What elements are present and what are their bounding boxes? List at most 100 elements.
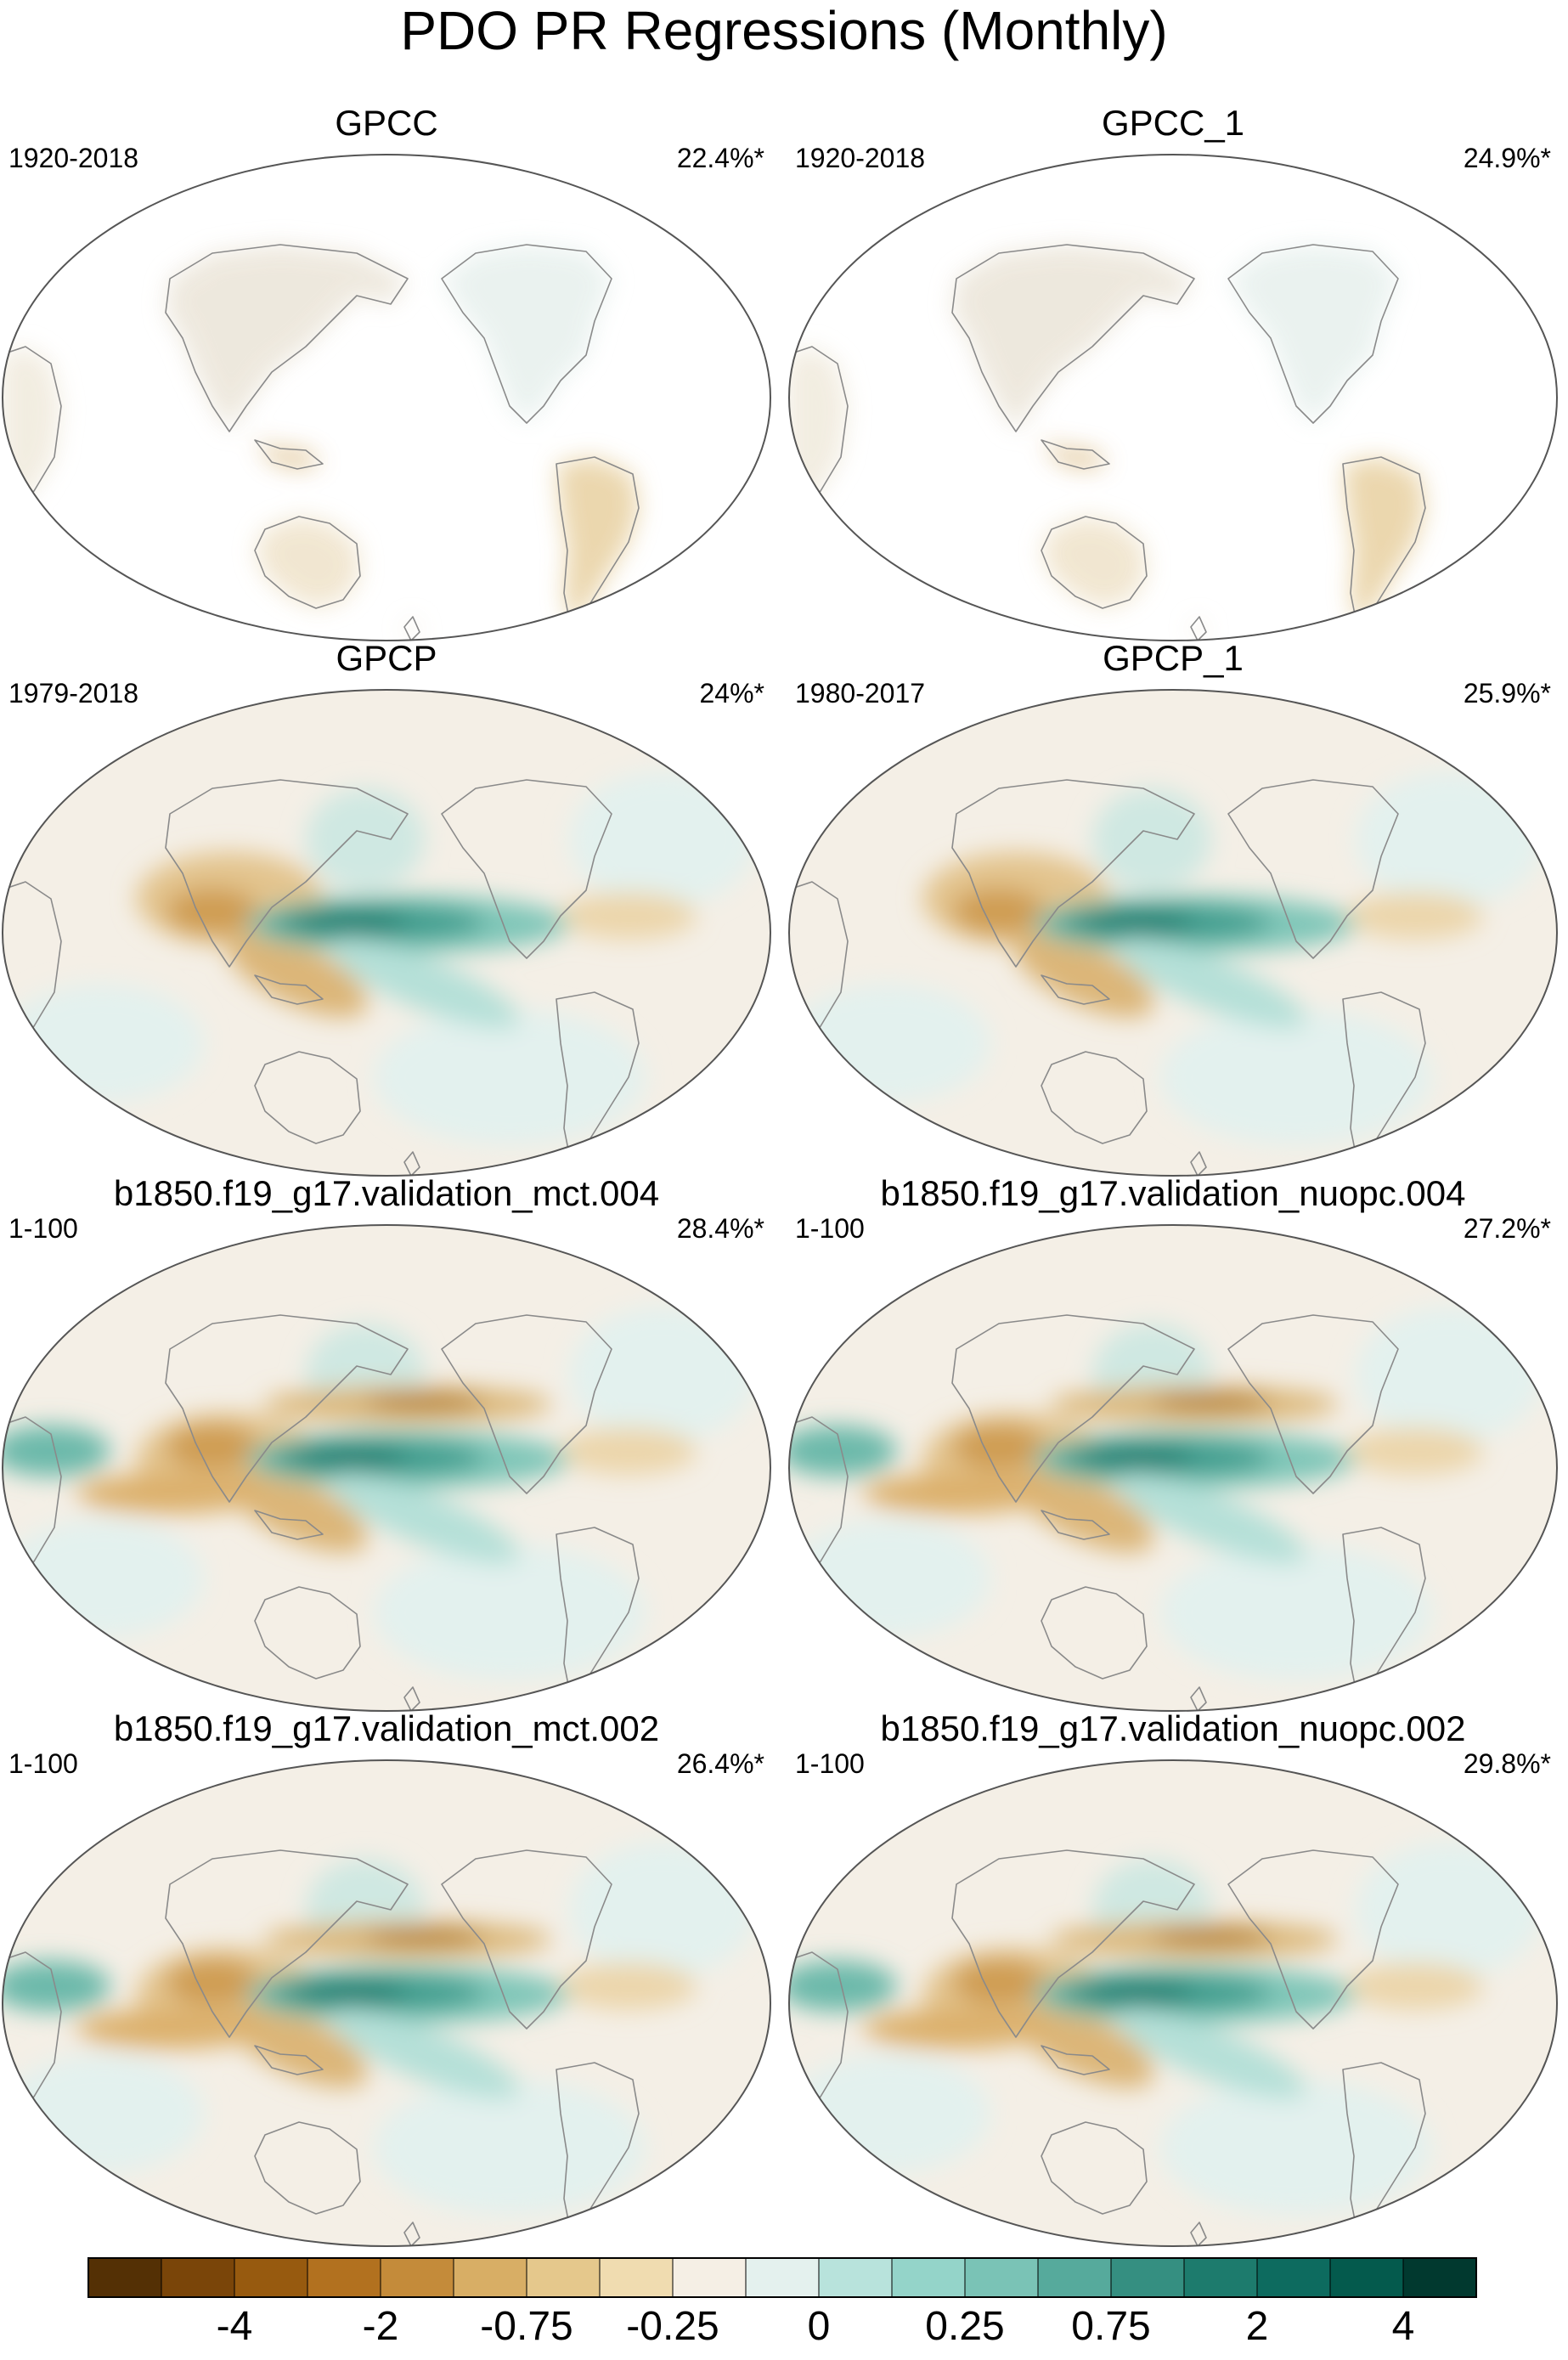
australia-coastline — [1041, 1586, 1148, 1680]
nz-coastline — [403, 2222, 420, 2246]
seasia-coastline — [1041, 2045, 1110, 2075]
colorbar-tick-label: -2 — [363, 2304, 399, 2349]
colorbar-swatch — [1329, 2257, 1404, 2298]
namerica-land-fill — [1228, 245, 1398, 423]
field-anomaly-14 — [3, 1426, 110, 1476]
field-anomaly-2 — [1160, 1009, 1432, 1145]
panel-variance: 26.4%* — [676, 1748, 764, 1779]
australia-coastline — [1041, 1051, 1148, 1144]
map-plot — [2, 1224, 771, 1712]
map-panel: GPCC 1920-2018 22.4%* — [0, 102, 773, 646]
panel-variance: 28.4%* — [676, 1213, 764, 1244]
panel-period: 1980-2017 — [795, 678, 926, 709]
field-anomaly-5 — [952, 1423, 1046, 1471]
samerica-coastline — [1342, 991, 1426, 1163]
namerica-coastline — [441, 244, 612, 424]
samerica-coastline — [1342, 1527, 1426, 1698]
panel-title: GPCC_1 — [1101, 103, 1245, 143]
field-anomaly-11 — [1116, 939, 1306, 1029]
panel-variance: 29.8%* — [1463, 1748, 1551, 1779]
field-anomaly-6 — [1013, 2003, 1154, 2088]
ocean-background — [789, 155, 1557, 641]
colorbar-swatch — [526, 2257, 601, 2298]
field-anomaly-11 — [330, 2009, 520, 2099]
panel-variance: 22.4%* — [676, 143, 764, 173]
field-anomaly-0 — [3, 984, 204, 1103]
colorbar-tick-label: -0.75 — [480, 2304, 572, 2349]
field-anomaly-0 — [3, 1519, 204, 1638]
nz-coastline — [403, 1151, 420, 1176]
map-boundary — [788, 1224, 1558, 1712]
field-anomaly-5 — [166, 888, 259, 935]
field-anomaly-14 — [789, 1426, 897, 1476]
colorbar-swatch — [599, 2257, 674, 2298]
panel-period: 1-100 — [8, 1748, 78, 1779]
field-anomaly-2 — [374, 1544, 646, 1680]
map-plot — [788, 1759, 1558, 2247]
map-panel: b1850.f19_g17.validation_nuopc.002 1-100 2… — [787, 1708, 1560, 2251]
map-plot — [788, 1224, 1558, 1712]
field-anomaly-5 — [952, 888, 1046, 935]
australia-coastline — [254, 1051, 361, 1144]
map-panel: b1850.f19_g17.validation_nuopc.004 1-100 2… — [787, 1172, 1560, 1716]
map-boundary — [2, 689, 771, 1177]
panel-period: 1920-2018 — [8, 143, 139, 173]
colorbar-swatch — [380, 2257, 454, 2298]
field-anomaly-14 — [789, 1961, 897, 2012]
asia-coastline — [951, 1314, 1195, 1503]
map-panel: b1850.f19_g17.validation_mct.004 1-100 28.… — [0, 1172, 773, 1716]
field-anomaly-7 — [1347, 892, 1483, 940]
asia-land-fill — [166, 245, 408, 432]
samerica-coastline — [1342, 456, 1426, 628]
australia-land-fill — [1041, 517, 1147, 608]
colorbar-swatch — [234, 2257, 308, 2298]
field-anomaly-6 — [1013, 1468, 1154, 1553]
colorbar-tick-label: 0 — [808, 2304, 831, 2349]
field-anomaly-10 — [1075, 1979, 1194, 2003]
colorbar: -4 -2 -0.75 -0.25 0 0.25 0.75 2 4 — [87, 2257, 1477, 2349]
field-anomaly-3 — [306, 788, 425, 890]
field-anomaly-7 — [1347, 1962, 1483, 2010]
field-anomaly-0 — [3, 2054, 204, 2173]
australia-coastline — [254, 516, 361, 609]
asia-coastline — [165, 244, 409, 432]
colorbar-frame — [87, 2257, 1477, 2298]
field-anomaly-6 — [227, 933, 368, 1018]
field-anomaly-5 — [166, 1423, 259, 1471]
seasia-coastline — [254, 974, 324, 1005]
samerica-coastline — [556, 2062, 640, 2233]
colorbar-swatch — [1183, 2257, 1258, 2298]
colorbar-swatch — [891, 2257, 966, 2298]
australia-coastline — [254, 2121, 361, 2215]
colorbar-swatch — [87, 2257, 162, 2298]
map-panel: GPCP_1 1980-2017 25.9%* — [787, 637, 1560, 1181]
colorbar-tick-label: 2 — [1246, 2304, 1269, 2349]
colorbar-swatch — [1037, 2257, 1112, 2298]
namerica-coastline — [441, 779, 612, 959]
colorbar-swatch — [672, 2257, 747, 2298]
map-plot — [2, 689, 771, 1177]
colorbar-tick-label: 0.75 — [1071, 2304, 1150, 2349]
panel-variance: 25.9%* — [1463, 678, 1551, 709]
namerica-coastline — [1227, 1849, 1399, 2030]
panel-variance: 24.9%* — [1463, 143, 1551, 173]
samerica-coastline — [556, 1527, 640, 1698]
colorbar-swatch — [453, 2257, 527, 2298]
colorbar-swatch — [161, 2257, 235, 2298]
field-anomaly-1 — [569, 1842, 756, 1978]
field-anomaly-6 — [227, 2003, 368, 2088]
field-anomaly-13 — [1152, 1928, 1271, 1945]
australia-coastline — [1041, 2121, 1148, 2215]
namerica-coastline — [441, 1849, 612, 2030]
samerica-land-fill — [556, 457, 639, 627]
field-anomaly-1 — [1356, 1842, 1543, 1978]
nz-coastline — [1190, 2222, 1207, 2246]
field-anomaly-2 — [1160, 2080, 1432, 2216]
field-anomaly-1 — [1356, 1307, 1543, 1443]
panel-title: GPCC — [335, 103, 438, 143]
nz-coastline — [403, 616, 420, 641]
field-anomaly-10 — [1075, 909, 1194, 933]
namerica-coastline — [1227, 779, 1399, 959]
field-anomaly-0 — [789, 2054, 990, 2173]
map-panel: b1850.f19_g17.validation_mct.002 1-100 26.… — [0, 1708, 773, 2251]
